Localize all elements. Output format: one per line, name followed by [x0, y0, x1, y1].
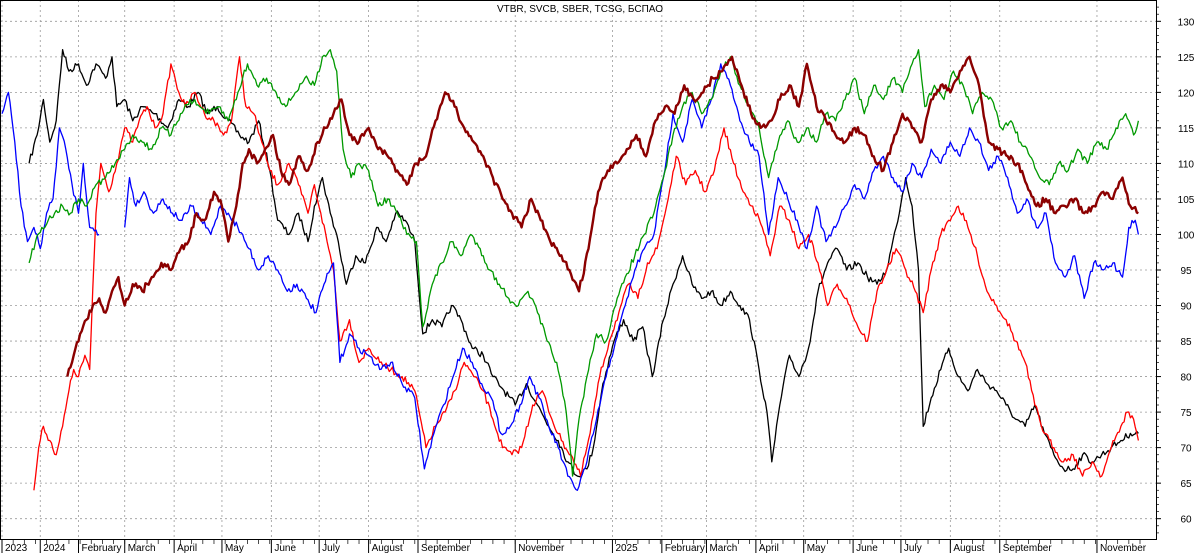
series-line [66, 55, 1139, 377]
x-tick-label: April [759, 543, 779, 553]
x-tick-label: April [177, 543, 197, 553]
x-tick-label: March [128, 543, 156, 553]
y-tick-label: 60 [1180, 515, 1192, 526]
y-axis: 60 65 70 75 80 85 90 95 100 105 110 115 120 125 130 [1156, 6, 1195, 534]
series-line [33, 56, 1140, 491]
x-tick-label: July [322, 543, 340, 553]
series-layer [1, 49, 1140, 491]
x-tick-label: November [518, 543, 565, 553]
y-tick-label: 110 [1178, 159, 1194, 170]
x-tick-label: May [807, 543, 826, 553]
y-tick-label: 130 [1178, 17, 1195, 28]
x-tick-label: March [709, 543, 737, 553]
y-tick-label: 70 [1180, 444, 1192, 455]
x-tick-label: May [225, 543, 244, 553]
chart-title: VTBR, SVCB, SBER, TCSG, БСПАО [497, 4, 663, 15]
y-tick-label: 105 [1178, 195, 1195, 206]
grid [0, 0, 1156, 540]
x-tick-label: February [82, 543, 122, 553]
y-tick-label: 75 [1180, 408, 1192, 419]
x-tick-label: November [1100, 543, 1147, 553]
y-tick-label: 120 [1178, 88, 1195, 99]
x-tick-label: June [856, 543, 878, 553]
series-line [28, 49, 1140, 477]
y-tick-label: 115 [1178, 124, 1194, 135]
y-tick-label: 85 [1180, 337, 1192, 348]
x-tick-label: February [665, 543, 705, 553]
series-line [124, 63, 1140, 491]
x-tick-label: August [953, 543, 984, 553]
y-tick-label: 125 [1178, 53, 1195, 64]
x-tick-label: June [274, 543, 296, 553]
y-tick-label: 80 [1180, 373, 1192, 384]
x-tick-label: July [904, 543, 922, 553]
y-tick-label: 100 [1178, 230, 1195, 241]
x-tick-label: 2025 [615, 543, 638, 553]
x-tick-label: August [372, 543, 403, 553]
x-tick-label: 2023 [5, 543, 28, 553]
series-line [1, 91, 100, 250]
y-tick-label: 65 [1180, 479, 1192, 490]
y-tick-label: 95 [1180, 266, 1192, 277]
x-tick-label: September [421, 543, 471, 553]
y-tick-label: 90 [1180, 302, 1192, 313]
x-tick-label: 2024 [43, 543, 66, 553]
x-tick-label: September [1003, 543, 1053, 553]
x-axis: 2023 2024 February March April May June July Aug… [1, 540, 1147, 553]
